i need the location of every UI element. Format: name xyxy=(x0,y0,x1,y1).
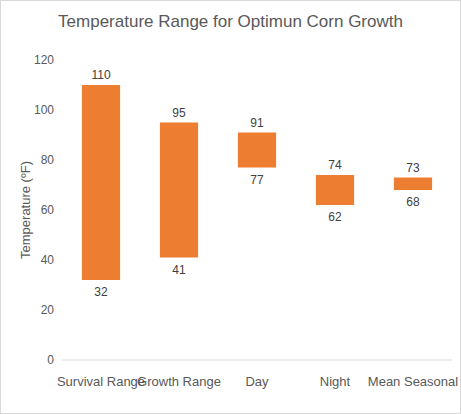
title: Temperature Range for Optimun Corn Growt… xyxy=(58,12,403,31)
y-tick xyxy=(59,60,62,61)
x-tick-label: Survival Range xyxy=(57,374,145,389)
y-tick xyxy=(59,260,62,261)
chart-border xyxy=(1,1,461,414)
y-tick xyxy=(59,210,62,211)
range-bar xyxy=(82,85,120,280)
range-bar xyxy=(394,178,432,191)
range-bar xyxy=(316,175,354,205)
data-label-low: 77 xyxy=(250,173,264,187)
y-tick-label: 120 xyxy=(34,53,54,67)
data-label-high: 95 xyxy=(172,106,186,120)
y-axis-label: Temperature (ºF) xyxy=(18,161,33,259)
y-tick xyxy=(59,110,62,111)
data-label-high: 91 xyxy=(250,116,264,130)
data-label-high: 74 xyxy=(328,158,342,172)
x-axis xyxy=(62,360,452,361)
y-tick xyxy=(59,310,62,311)
y-tick-label: 20 xyxy=(41,303,55,317)
x-tick-label: Mean Seasonal xyxy=(368,374,458,389)
y-tick-label: 40 xyxy=(41,253,55,267)
data-label-low: 41 xyxy=(172,263,186,277)
x-tick-label: Night xyxy=(320,374,351,389)
x-tick-label: Day xyxy=(245,374,269,389)
chart: Temperature Range for Optimun Corn Growt… xyxy=(0,0,461,414)
data-label-high: 110 xyxy=(91,68,110,82)
bars xyxy=(82,85,432,280)
y-tick xyxy=(59,160,62,161)
data-label-low: 68 xyxy=(406,195,420,209)
y-tick-label: 100 xyxy=(34,103,54,117)
range-bar xyxy=(238,133,276,168)
data-label-high: 73 xyxy=(406,161,420,175)
y-tick-label: 0 xyxy=(47,353,54,367)
y-tick-label: 60 xyxy=(41,203,55,217)
range-bar xyxy=(160,123,198,258)
data-label-low: 32 xyxy=(94,285,108,299)
y-tick-label: 80 xyxy=(41,153,55,167)
x-tick-label: Growth Range xyxy=(137,374,221,389)
data-label-low: 62 xyxy=(328,210,342,224)
y-tick xyxy=(59,360,62,361)
